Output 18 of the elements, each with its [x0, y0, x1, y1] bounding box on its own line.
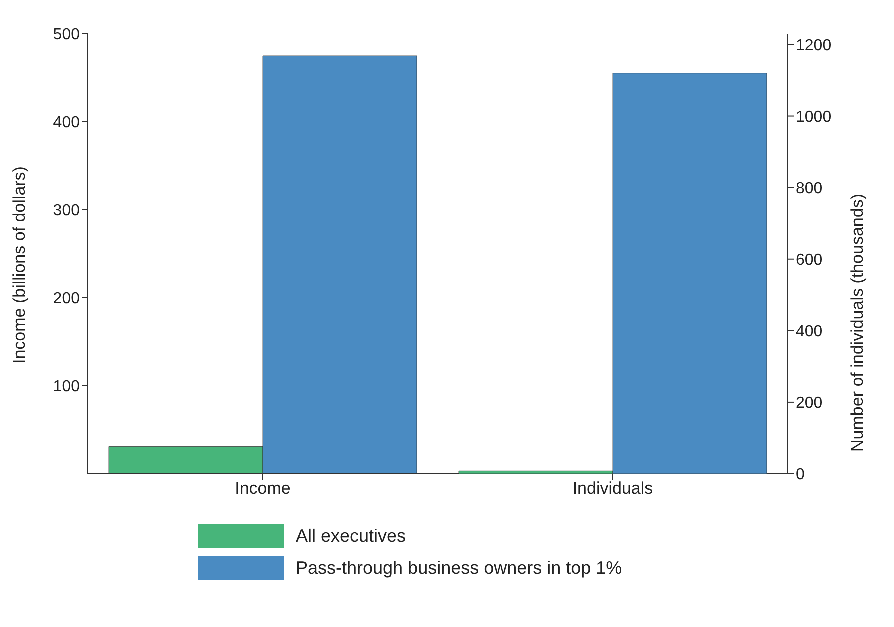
- x-tick-label: Individuals: [572, 479, 654, 498]
- y2-axis-title: Number of individuals (thousands): [848, 194, 868, 452]
- y-tick-label: 200: [53, 290, 80, 308]
- y-tick-label: 500: [53, 26, 80, 44]
- y-tick-label: 100: [53, 378, 80, 396]
- x-tick-label: Income: [235, 479, 291, 498]
- y2-tick-label: 800: [796, 180, 823, 198]
- y2-tick-label: 1200: [796, 37, 832, 54]
- y2-tick-label: 0: [796, 466, 805, 484]
- y2-tick-label: 200: [796, 395, 823, 412]
- legend-label: All executives: [296, 526, 406, 546]
- y2-tick-label: 600: [796, 252, 823, 270]
- y2-tick-label: 400: [796, 324, 823, 341]
- y-tick-label: 300: [53, 202, 80, 220]
- legend-label: Pass-through business owners in top 1%: [296, 558, 622, 578]
- y2-tick-label: 1000: [796, 108, 832, 126]
- y-tick-label: 400: [53, 114, 80, 132]
- y-axis-title: Income (billions of dollars): [10, 166, 30, 364]
